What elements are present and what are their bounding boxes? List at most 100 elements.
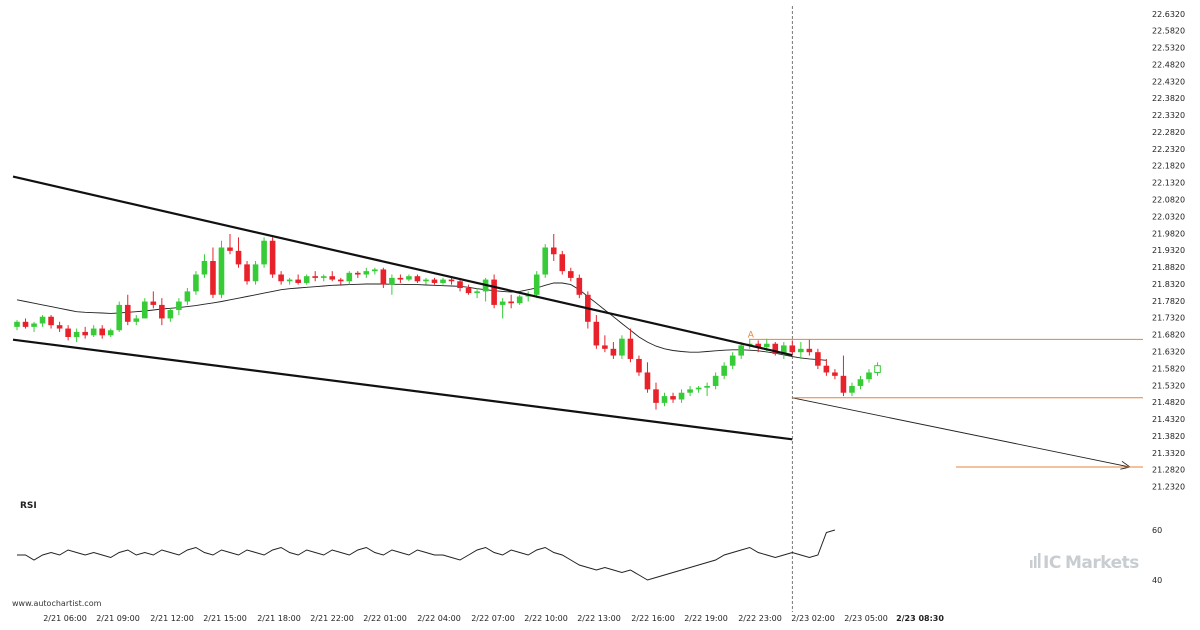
- time-tick-label: 2/23 02:00: [791, 614, 835, 623]
- candle-body: [90, 328, 97, 336]
- bull-candle: [533, 271, 540, 299]
- candle-body: [397, 277, 404, 280]
- candle-body: [508, 301, 514, 304]
- candles-layer: [14, 233, 881, 410]
- bull-candle: [303, 274, 310, 285]
- bull-candle: [849, 382, 855, 397]
- candle-body: [56, 325, 63, 329]
- candle-body: [823, 365, 830, 373]
- bear-candle: [559, 250, 566, 275]
- bull-candle: [542, 244, 549, 278]
- bear-candle: [312, 271, 318, 282]
- time-tick-label: 2/21 18:00: [257, 614, 301, 623]
- bear-candle: [329, 271, 336, 282]
- bull-candle: [423, 277, 429, 285]
- bull-candle: [712, 372, 719, 390]
- bull-candle: [440, 277, 446, 285]
- time-tick-label: 2/22 04:00: [417, 614, 461, 623]
- price-tick-label: 21.4320: [1152, 415, 1185, 424]
- bull-candle: [406, 274, 412, 282]
- bear-candle: [414, 274, 421, 283]
- candle-body: [159, 304, 165, 319]
- candle-body: [866, 372, 872, 380]
- levels-layer: A: [748, 330, 1143, 468]
- bull-candle: [525, 291, 531, 302]
- candle-body: [167, 309, 174, 319]
- candle-body: [235, 250, 242, 265]
- bear-candle: [159, 298, 165, 326]
- candle-body: [678, 392, 685, 400]
- price-tick-label: 22.2820: [1152, 128, 1185, 137]
- bull-candle: [781, 342, 787, 359]
- candle-body: [269, 240, 276, 275]
- rsi-panel: 60 40: [17, 526, 1162, 585]
- bear-candle: [150, 291, 157, 309]
- candle-body: [252, 264, 259, 282]
- candle-body: [31, 323, 37, 327]
- bars-icon: [1030, 553, 1041, 568]
- bull-candle: [116, 301, 123, 332]
- bull-candle: [721, 362, 727, 380]
- bear-candle: [840, 355, 847, 397]
- bear-candle: [295, 274, 301, 285]
- rsi-tick-label: 60: [1152, 526, 1162, 535]
- bear-candle: [235, 237, 242, 268]
- candle-body: [806, 348, 813, 353]
- price-tick-label: 22.6320: [1152, 10, 1185, 19]
- bull-candle: [201, 254, 208, 278]
- time-tick-label: 2/22 01:00: [363, 614, 407, 623]
- watermark-text: www.autochartist.com: [12, 599, 102, 608]
- candle-body: [337, 279, 344, 282]
- bull-candle: [142, 298, 148, 319]
- bear-candle: [832, 369, 838, 380]
- bear-candle: [568, 267, 574, 282]
- candle-body: [82, 331, 88, 336]
- time-tick-label: 2/22 13:00: [577, 614, 621, 623]
- candle-body: [73, 331, 80, 337]
- candle-body: [295, 279, 301, 283]
- candle-body: [142, 301, 148, 319]
- candle-body: [39, 316, 46, 324]
- time-tick-label: 2/21 12:00: [150, 614, 194, 623]
- bear-candle: [65, 325, 71, 341]
- bear-candle: [772, 342, 779, 356]
- bull-candle: [167, 308, 174, 322]
- bull-candle: [704, 382, 710, 397]
- time-tick-label: 2/21 15:00: [203, 614, 247, 623]
- price-tick-label: 21.5820: [1152, 364, 1185, 373]
- candle-body: [550, 247, 557, 255]
- candle-body: [516, 296, 523, 304]
- rsi-line: [17, 529, 836, 581]
- price-tick-label: 22.0820: [1152, 196, 1185, 205]
- bear-candle: [789, 340, 796, 356]
- bear-candle: [593, 315, 600, 349]
- bear-candle: [22, 318, 29, 329]
- bear-candle: [508, 294, 514, 309]
- level-label: A: [748, 330, 755, 340]
- candle-body: [218, 247, 225, 295]
- bear-candle: [337, 277, 344, 285]
- time-tick-label: 2/22 19:00: [684, 614, 728, 623]
- candle-body: [670, 396, 676, 400]
- bear-candle: [550, 233, 557, 261]
- price-tick-label: 21.3820: [1152, 432, 1185, 441]
- candle-body: [619, 338, 625, 356]
- price-tick-label: 21.7320: [1152, 314, 1185, 323]
- candle-body: [99, 328, 105, 336]
- candle-body: [602, 345, 608, 349]
- candle-body: [65, 328, 71, 337]
- candle-body: [124, 304, 131, 322]
- candle-body: [559, 254, 566, 272]
- time-tick-label: 2/22 07:00: [471, 614, 515, 623]
- candle-body: [576, 277, 583, 295]
- price-tick-label: 22.2320: [1152, 145, 1185, 154]
- candle-body: [729, 355, 736, 366]
- candle-body: [644, 372, 651, 390]
- price-tick-label: 22.3820: [1152, 94, 1185, 103]
- candle-body: [593, 321, 600, 346]
- price-tick-label: 21.3320: [1152, 449, 1185, 458]
- bull-candle: [31, 321, 37, 332]
- bear-candle: [644, 362, 651, 393]
- price-tick-label: 21.4820: [1152, 398, 1185, 407]
- candle-body: [832, 372, 838, 376]
